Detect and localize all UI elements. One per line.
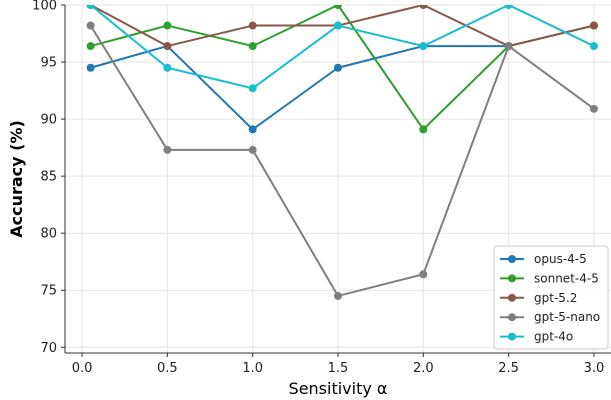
y-tick-label: 80 bbox=[40, 227, 57, 242]
data-point-gpt-4o bbox=[334, 21, 342, 30]
data-point-gpt-4o bbox=[86, 5, 95, 9]
data-point-gpt-5.2 bbox=[589, 21, 598, 30]
legend-label: gpt-4o bbox=[534, 330, 573, 344]
y-tick-label: 75 bbox=[40, 284, 57, 299]
x-tick-label: 1.0 bbox=[242, 361, 263, 376]
data-point-sonnet-4-5 bbox=[334, 5, 342, 9]
data-point-gpt-4o bbox=[163, 63, 172, 72]
data-point-gpt-4o bbox=[248, 84, 257, 93]
y-tick-label: 85 bbox=[40, 170, 57, 185]
axes bbox=[61, 4, 611, 357]
data-point-sonnet-4-5 bbox=[419, 125, 428, 134]
legend-item: sonnet-4-5 bbox=[500, 271, 599, 285]
y-tick-label: 95 bbox=[40, 56, 57, 71]
y-tick-label: 100 bbox=[32, 0, 57, 14]
y-axis-title: Accuracy (%) bbox=[7, 120, 26, 238]
tick-labels: 0.0 0.5 1.0 1.5 2.0 2.5 3.0 70 75 80 85 90 95 100 bbox=[32, 0, 604, 376]
legend-item: gpt-5-nano bbox=[500, 310, 600, 324]
legend-label: gpt-5.2 bbox=[534, 291, 577, 305]
legend-marker bbox=[508, 293, 516, 302]
data-point-gpt-5.2 bbox=[163, 42, 172, 51]
data-point-gpt-5-nano bbox=[504, 42, 513, 51]
x-tick-label: 3.0 bbox=[584, 361, 605, 376]
legend-label: opus-4-5 bbox=[534, 252, 587, 266]
legend-label: sonnet-4-5 bbox=[534, 271, 599, 285]
y-tick-label: 70 bbox=[40, 341, 57, 356]
data-point-opus-4-5 bbox=[248, 125, 257, 134]
x-tick-label: 1.5 bbox=[328, 361, 349, 376]
data-point-gpt-5-nano bbox=[86, 21, 95, 30]
data-point-opus-4-5 bbox=[334, 63, 342, 72]
x-tick-label: 0.0 bbox=[72, 361, 93, 376]
series-line-opus-4-5 bbox=[90, 24, 595, 131]
data-point-gpt-5.2 bbox=[419, 5, 428, 9]
legend: opus-4-5 sonnet-4-5 gpt-5.2 gpt-5-nano gpt-4… bbox=[493, 245, 609, 350]
x-tick-label: 0.5 bbox=[157, 361, 178, 376]
data-point-gpt-5-nano bbox=[589, 104, 598, 113]
data-point-gpt-4o bbox=[504, 5, 513, 9]
x-tick-label: 2.5 bbox=[498, 361, 519, 376]
data-point-sonnet-4-5 bbox=[86, 42, 95, 51]
legend-marker bbox=[508, 255, 516, 263]
series-group bbox=[86, 5, 598, 300]
legend-marker bbox=[508, 332, 516, 341]
legend-label: gpt-5-nano bbox=[534, 310, 600, 324]
x-axis-title: Sensitivity α bbox=[289, 379, 388, 398]
data-point-gpt-5-nano bbox=[163, 145, 172, 154]
data-point-sonnet-4-5 bbox=[163, 21, 172, 30]
data-point-gpt-4o bbox=[419, 42, 428, 51]
legend-item: gpt-5.2 bbox=[500, 291, 577, 305]
data-point-sonnet-4-5 bbox=[248, 42, 257, 51]
legend-marker bbox=[508, 274, 516, 283]
legend-item: gpt-4o bbox=[500, 330, 573, 344]
legend-frame bbox=[493, 245, 609, 350]
data-point-gpt-5-nano bbox=[419, 270, 428, 279]
legend-marker bbox=[508, 313, 516, 322]
data-point-gpt-4o bbox=[589, 42, 598, 51]
y-tick-label: 90 bbox=[40, 113, 57, 128]
data-point-gpt-5.2 bbox=[248, 21, 257, 30]
data-point-gpt-5-nano bbox=[334, 291, 342, 300]
data-point-gpt-5-nano bbox=[248, 145, 257, 154]
data-point-opus-4-5 bbox=[86, 63, 95, 72]
x-tick-label: 2.0 bbox=[413, 361, 434, 376]
legend-item: opus-4-5 bbox=[500, 252, 587, 266]
